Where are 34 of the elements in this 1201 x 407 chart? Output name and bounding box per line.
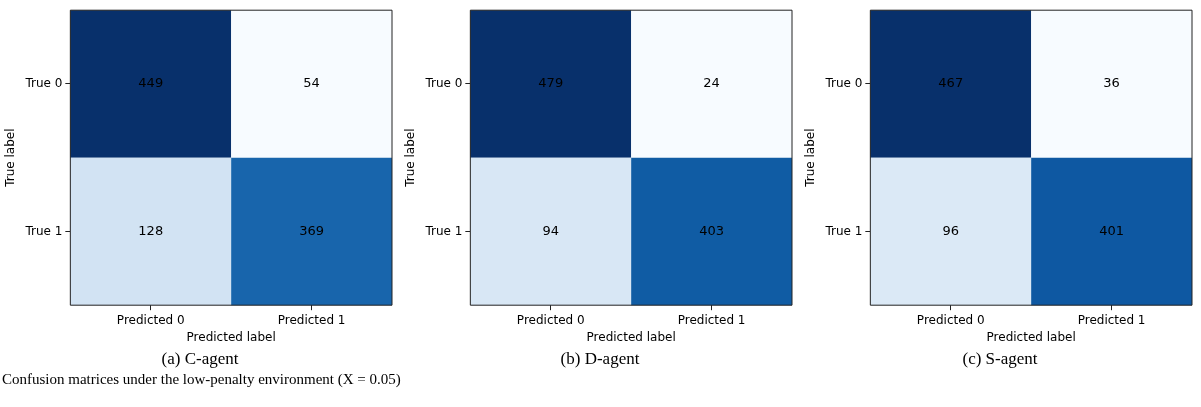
x-tick-label: Predicted 0 — [516, 312, 585, 327]
x-tick-label: Predicted 1 — [1077, 312, 1146, 327]
text: Confusion matrices under the low-penalty environment (X = 0.05) — [2, 371, 402, 388]
y-tick-label: True 0 — [424, 76, 463, 91]
data-label: 128 — [138, 222, 164, 238]
x-tick-label: Predicted 0 — [116, 312, 185, 327]
x-axis-title: Predicted label — [186, 329, 276, 344]
text: (c) S-agent — [961, 349, 1039, 370]
y-tick-label: True 1 — [24, 223, 63, 238]
data-label: 449 — [138, 75, 164, 91]
y-tick-label: True 0 — [24, 76, 63, 91]
data-label: 94 — [542, 222, 560, 238]
data-label: 24 — [703, 75, 720, 91]
y-axis-title: True label — [3, 128, 18, 188]
data-label: 403 — [699, 222, 724, 238]
text: (a) C-agent — [160, 349, 240, 370]
x-axis-title: Predicted label — [586, 329, 676, 344]
x-tick-label: Predicted 1 — [677, 312, 746, 327]
data-label: 467 — [938, 75, 964, 91]
data-label: 401 — [1099, 222, 1124, 238]
data-label: 36 — [1103, 75, 1120, 91]
y-axis-title: True label — [803, 128, 818, 188]
x-tick-label: Predicted 0 — [916, 312, 985, 327]
data-label: 54 — [303, 75, 320, 91]
data-label: 479 — [538, 75, 564, 91]
x-axis-title: Predicted label — [986, 329, 1076, 344]
data-label: 96 — [942, 222, 960, 238]
x-tick-label: Predicted 1 — [277, 312, 346, 327]
y-tick-label: True 1 — [824, 223, 863, 238]
y-axis-title: True label — [403, 128, 418, 188]
y-tick-label: True 0 — [824, 76, 863, 91]
y-tick-label: True 1 — [424, 223, 463, 238]
text: (b) D-agent — [559, 349, 641, 370]
data-label: 369 — [299, 222, 324, 238]
